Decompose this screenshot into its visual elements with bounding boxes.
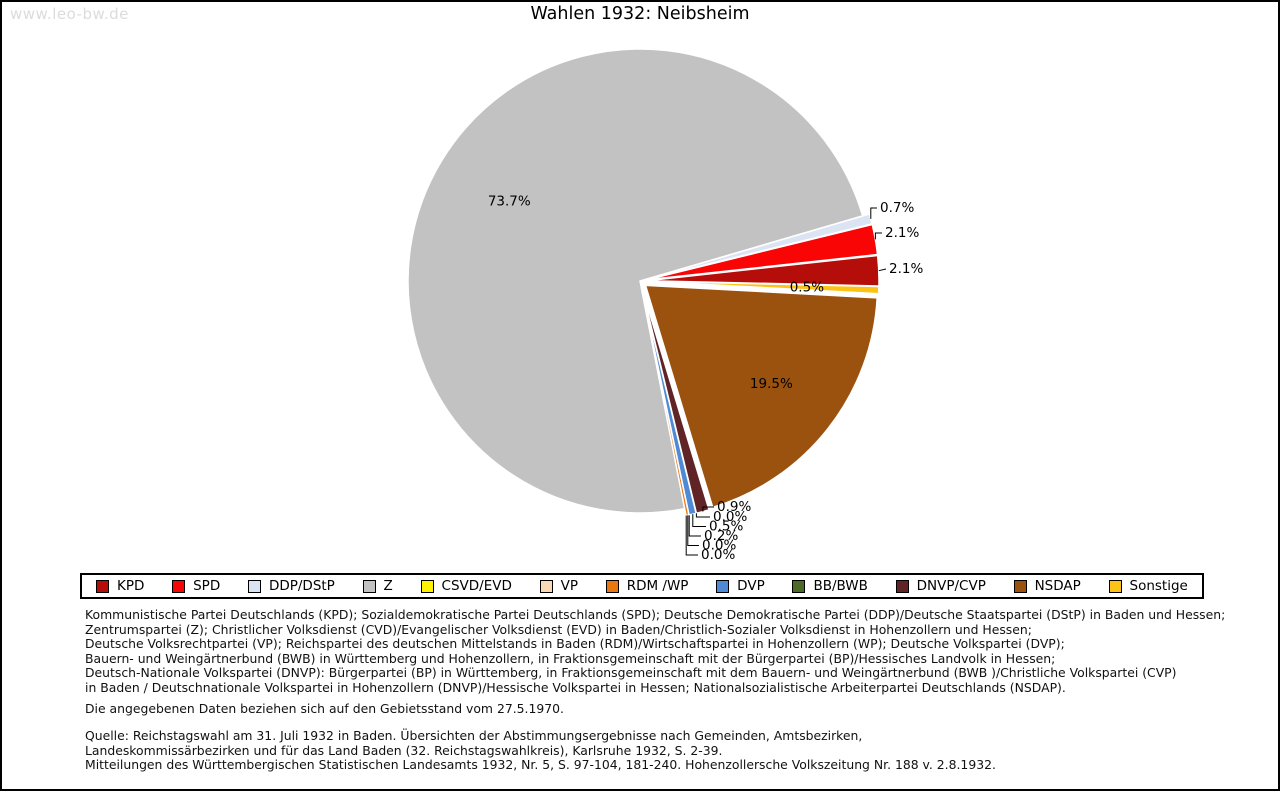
- leader-line-BB-BWB: [695, 513, 710, 518]
- legend-label: SPD: [193, 578, 221, 594]
- slice-label-KPD: 2.1%: [889, 261, 923, 277]
- legend-swatch: [539, 579, 553, 593]
- legend-label: CSVD/EVD: [441, 578, 512, 594]
- slice-label-RDM-WP: 0.2%: [704, 528, 738, 544]
- chart-title: Wahlen 1932: Neibsheim: [530, 4, 750, 24]
- legend-label: RDM /WP: [626, 578, 689, 594]
- legend-swatch: [172, 579, 186, 593]
- party-definitions: Kommunistische Partei Deutschlands (KPD)…: [85, 607, 1226, 695]
- note-line: Die angegebenen Daten beziehen sich auf …: [85, 701, 564, 716]
- watermark: www.leo-bw.de: [10, 5, 129, 23]
- slice-label-CSVD-EVD: 0.0%: [701, 547, 735, 563]
- legend: KPD SPD DDP/DStP Z CSVD/EVD VP RDM /WP DVP BB/BW…: [80, 573, 1204, 599]
- leader-line-SPD: [874, 232, 882, 240]
- legend-item-NSDAP: NSDAP: [1013, 578, 1081, 594]
- leader-line-KPD: [878, 268, 887, 272]
- footer-line: Quelle: Reichstagswahl am 31. Juli 1932 …: [85, 728, 863, 743]
- leader-line-CSVD-EVD: [685, 515, 698, 556]
- pie-slice-DNVP-CVP: [641, 287, 710, 514]
- footer-line: Zentrumspartei (Z); Christlicher Volksdi…: [85, 621, 1032, 637]
- slice-label-Sonstige: 0.5%: [790, 279, 824, 295]
- legend-label: NSDAP: [1034, 578, 1081, 594]
- legend-item-CSVD-EVD: CSVD/EVD: [420, 578, 512, 594]
- slice-label-DNVP-CVP: 0.9%: [717, 499, 751, 515]
- legend-item-VP: VP: [539, 578, 578, 594]
- pie-slice-NSDAP: [644, 284, 878, 509]
- legend-label: DVP: [737, 578, 765, 594]
- leader-line-VP: [687, 515, 699, 546]
- legend-item-DVP: DVP: [716, 578, 765, 594]
- legend-item-BB-BWB: BB/BWB: [792, 578, 868, 594]
- slice-label-BB-BWB: 0.0%: [713, 509, 747, 525]
- legend-label: BB/BWB: [813, 578, 868, 594]
- footer-line: Deutsche Volksrechtpartei (VP); Reichspa…: [85, 636, 1065, 652]
- legend-item-KPD: KPD: [96, 578, 144, 594]
- legend-item-SPD: SPD: [172, 578, 220, 594]
- footer-line: Kommunistische Partei Deutschlands (KPD)…: [85, 607, 1226, 622]
- slice-label-SPD: 2.1%: [885, 225, 919, 241]
- leader-line-DNVP-CVP: [702, 506, 714, 512]
- source-citation: Quelle: Reichstagswahl am 31. Juli 1932 …: [85, 728, 1215, 773]
- legend-swatch: [420, 579, 434, 593]
- legend-label: VP: [560, 578, 578, 594]
- slice-label-VP: 0.0%: [702, 538, 736, 554]
- legend-swatch: [1108, 579, 1122, 593]
- legend-swatch: [605, 579, 619, 593]
- legend-item-DDP-DStP: DDP/DStP: [247, 578, 335, 594]
- footer-line: in Baden / Deutschnationale Volkspartei …: [85, 679, 1066, 695]
- legend-label: KPD: [117, 578, 145, 594]
- pie-slice-Sonstige: [646, 280, 880, 295]
- legend-swatch: [716, 579, 730, 593]
- pie-slice-Z: [407, 48, 864, 514]
- leader-line-DDP-DStP: [870, 207, 877, 219]
- legend-swatch: [96, 579, 109, 593]
- legend-item-DNVP-CVP: DNVP/CVP: [895, 578, 986, 594]
- data-note: Die angegebenen Daten beziehen sich auf …: [85, 701, 1215, 717]
- legend-swatch: [792, 579, 806, 593]
- legend-item-Z: Z: [362, 578, 393, 594]
- legend-label: Sonstige: [1129, 578, 1188, 594]
- footer-line: Landeskommissärbezirken und für das Land…: [85, 742, 723, 758]
- legend-label: DNVP/CVP: [916, 578, 986, 594]
- leader-line-DVP: [692, 514, 706, 527]
- slice-label-Z: 73.7%: [488, 194, 531, 210]
- legend-item-Sonstige: Sonstige: [1108, 578, 1188, 594]
- slice-label-DDP-DStP: 0.7%: [880, 200, 914, 216]
- legend-swatch: [247, 579, 261, 593]
- slice-label-DVP: 0.5%: [709, 519, 743, 535]
- legend-item-RDM-WP: RDM /WP: [605, 578, 689, 594]
- legend-label: DDP/DStP: [268, 578, 335, 594]
- legend-swatch: [1013, 579, 1027, 593]
- legend-swatch: [362, 579, 376, 593]
- footer-line: Mitteilungen des Württembergischen Stati…: [85, 757, 996, 773]
- legend-label: Z: [383, 578, 393, 594]
- slice-label-NSDAP: 19.5%: [750, 376, 793, 392]
- leader-line-RDM-WP: [688, 515, 701, 537]
- legend-swatch: [895, 579, 909, 593]
- footer-line: Bauern- und Weingärtnerbund (BWB) in Wür…: [85, 650, 1056, 666]
- footer-line: Deutsch-Nationale Volkspartei (DNVP): Bü…: [85, 665, 1177, 681]
